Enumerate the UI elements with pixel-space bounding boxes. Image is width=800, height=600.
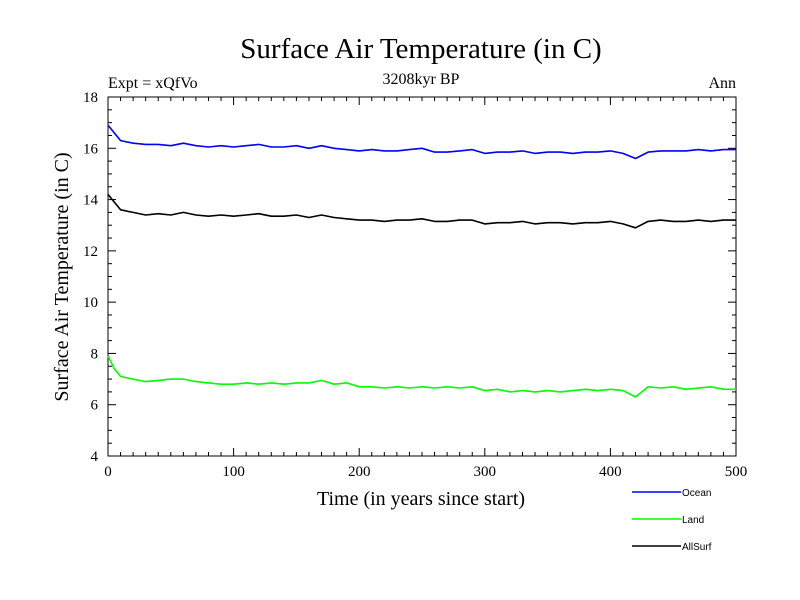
- legend-label-land: Land: [682, 515, 704, 526]
- x-axis-label: Time (in years since start): [317, 488, 525, 510]
- experiment-label: Expt = xQfVo: [108, 75, 198, 92]
- y-tick-label: 8: [91, 346, 99, 362]
- y-axis-ticks: 4 6 8 10 12 14 16 18: [83, 90, 736, 465]
- y-tick-label: 16: [83, 141, 99, 157]
- x-tick-label: 400: [599, 464, 622, 480]
- x-tick-label: 100: [222, 464, 245, 480]
- series-line-allsurf: [107, 193, 736, 229]
- x-tick-label: 500: [725, 464, 748, 480]
- season-label: Ann: [708, 75, 736, 92]
- y-axis-label: Surface Air Temperature (in C): [51, 152, 73, 401]
- chart-subtitle: 3208kyr BP: [383, 71, 460, 88]
- plot-frame: [107, 96, 737, 457]
- y-tick-label: 10: [83, 295, 98, 311]
- series-line-ocean: [107, 124, 736, 160]
- y-tick-label: 6: [91, 398, 99, 414]
- series-line-land: [107, 355, 736, 398]
- series-layer: [107, 124, 736, 398]
- legend: Ocean Land AllSurf: [632, 488, 712, 553]
- x-axis-ticks: 0 100 200 300 400 500: [104, 97, 747, 480]
- y-tick-label: 14: [83, 193, 99, 209]
- x-tick-label: 200: [348, 464, 371, 480]
- chart-title: Surface Air Temperature (in C): [240, 33, 601, 65]
- y-tick-label: 4: [91, 449, 99, 465]
- y-tick-label: 12: [83, 244, 98, 260]
- x-tick-label: 300: [474, 464, 497, 480]
- legend-label-ocean: Ocean: [682, 488, 711, 499]
- x-tick-label: 0: [104, 464, 112, 480]
- y-tick-label: 18: [83, 90, 98, 106]
- legend-label-allsurf: AllSurf: [682, 542, 712, 553]
